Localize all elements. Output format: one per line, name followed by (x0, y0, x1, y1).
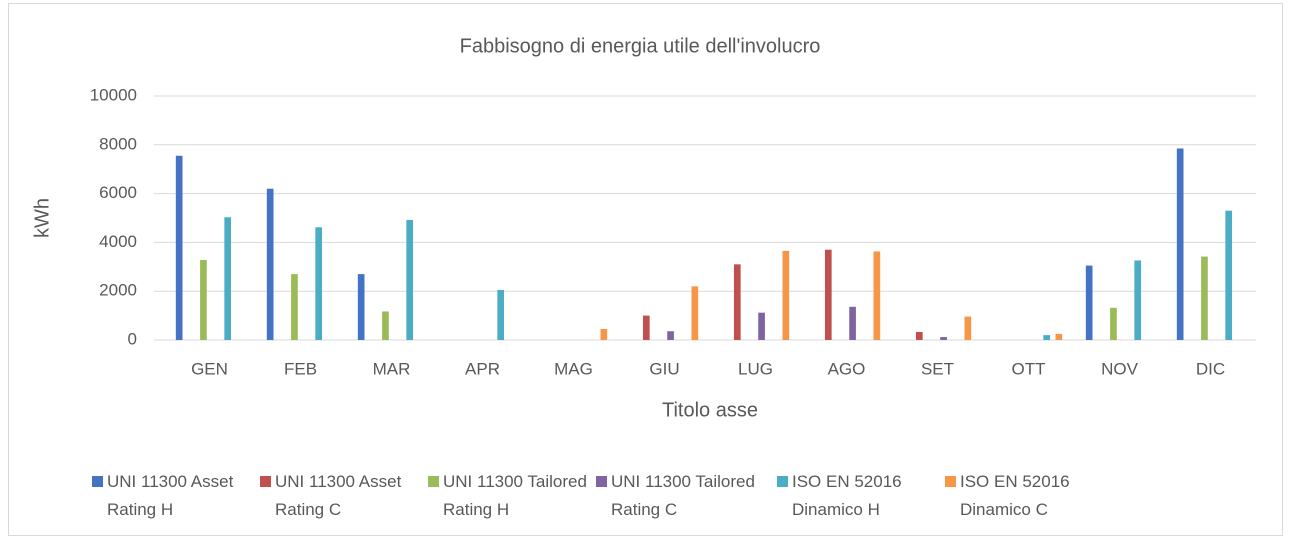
legend-swatch (260, 476, 271, 487)
bar (266, 188, 274, 340)
legend-entry: ISO EN 52016 Dinamico C (945, 468, 1113, 524)
legend-entry: UNI 11300 Tailored Rating C (596, 468, 777, 524)
bar (1055, 333, 1063, 340)
x-tick-label: DIC (1196, 359, 1225, 378)
legend-swatch (777, 476, 788, 487)
bar (1134, 260, 1142, 340)
bar (782, 250, 790, 340)
bar (1225, 210, 1233, 340)
legend-label: ISO EN 52016 Dinamico H (792, 472, 902, 519)
legend-entry: UNI 11300 Tailored Rating H (428, 468, 596, 524)
y-tick-label: 0 (128, 329, 137, 348)
x-tick-label: MAR (373, 359, 411, 378)
legend: UNI 11300 Asset Rating H UNI 11300 Asset … (92, 468, 1113, 524)
x-tick-label: MAG (554, 359, 593, 378)
bar (873, 251, 881, 340)
chart-border (8, 3, 1283, 536)
legend-swatch (92, 476, 103, 487)
bar (964, 316, 972, 340)
legend-entry: UNI 11300 Asset Rating H (92, 468, 260, 524)
x-axis-title: Titolo asse (662, 399, 758, 421)
chart-title: Fabbisogno di energia utile dell'involuc… (460, 35, 821, 57)
bar (915, 331, 923, 340)
bar (940, 337, 947, 340)
bar (200, 259, 207, 340)
bar (291, 274, 298, 340)
legend-swatch (596, 476, 607, 487)
x-tick-label: OTT (1012, 359, 1046, 378)
bar (1110, 307, 1117, 340)
legend-swatch (945, 476, 956, 487)
bar (600, 329, 608, 340)
x-tick-label: SET (921, 359, 954, 378)
bar (382, 311, 389, 340)
bar (357, 274, 365, 340)
y-tick-label: 8000 (99, 134, 137, 153)
y-tick-label: 4000 (99, 232, 137, 251)
bar (1085, 265, 1093, 340)
y-axis-title: kWh (31, 198, 53, 238)
x-tick-label: LUG (738, 359, 773, 378)
bar (175, 155, 183, 340)
x-tick-label: GIU (649, 359, 679, 378)
bar (642, 315, 650, 340)
y-tick-label: 2000 (99, 281, 137, 300)
x-tick-label: NOV (1101, 359, 1139, 378)
x-tick-label: AGO (828, 359, 866, 378)
bar (667, 331, 674, 340)
bar (758, 312, 765, 340)
bar (406, 219, 414, 340)
legend-entry: UNI 11300 Asset Rating C (260, 468, 428, 524)
legend-swatch (428, 476, 439, 487)
bar (315, 227, 323, 340)
y-tick-label: 10000 (90, 85, 137, 104)
bar (691, 286, 699, 340)
y-tick-label: 6000 (99, 183, 137, 202)
bar (497, 289, 505, 340)
legend-label: UNI 11300 Tailored Rating C (611, 472, 755, 519)
bar (1043, 335, 1051, 340)
legend-label: ISO EN 52016 Dinamico C (960, 472, 1070, 519)
bar (1201, 256, 1208, 340)
legend-label: UNI 11300 Asset Rating C (275, 472, 402, 519)
legend-label: UNI 11300 Asset Rating H (107, 472, 234, 519)
x-tick-label: FEB (284, 359, 317, 378)
x-tick-label: GEN (191, 359, 228, 378)
bar (849, 306, 856, 340)
bar (224, 217, 232, 340)
bar (733, 264, 741, 340)
bar (824, 249, 832, 340)
legend-entry: ISO EN 52016 Dinamico H (777, 468, 945, 524)
bar (1176, 148, 1184, 340)
legend-label: UNI 11300 Tailored Rating H (443, 472, 587, 519)
x-tick-label: APR (465, 359, 500, 378)
